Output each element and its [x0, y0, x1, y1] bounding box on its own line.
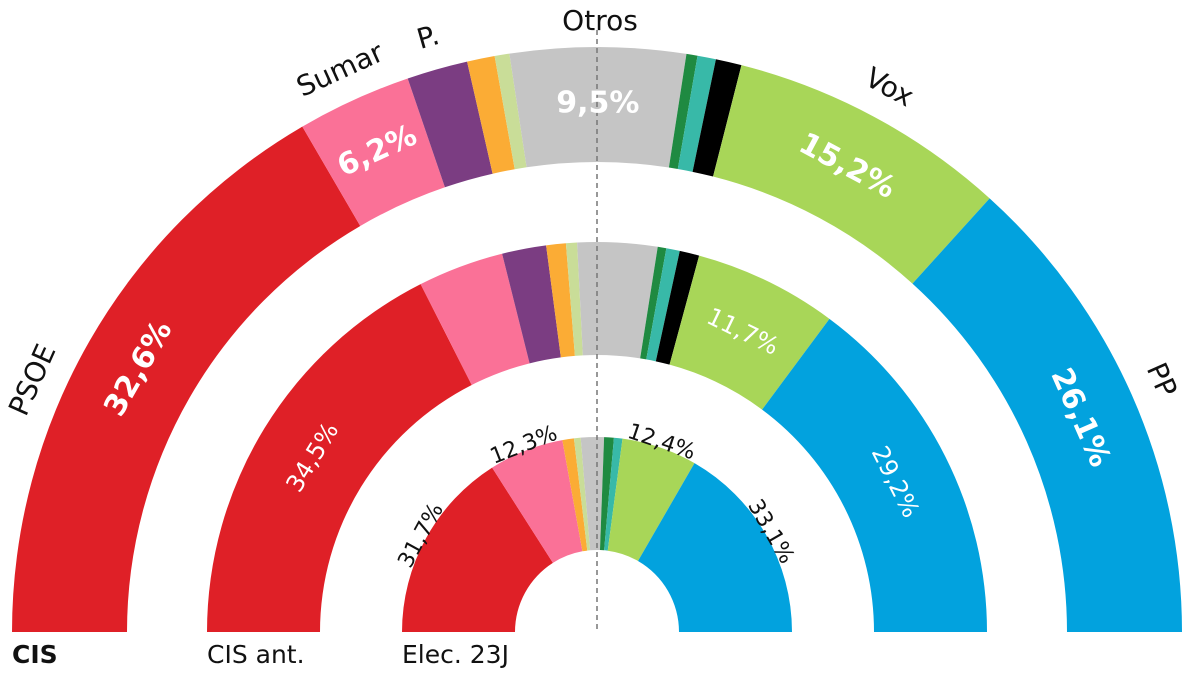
segment-cis-sumar [302, 78, 445, 226]
segment-elec-23j-bildu [604, 437, 623, 551]
ring-label-cis-ant: CIS ant. [207, 640, 305, 669]
segment-cis-ant-salf [655, 250, 700, 365]
value-label-cis-otros: 9,5% [556, 85, 639, 120]
segment-cis-otros [509, 46, 687, 168]
segment-cis-ant-junts [640, 246, 667, 360]
segment-cis-ant-erc [546, 243, 575, 358]
party-label-psoe: PSOE [2, 339, 62, 420]
segment-cis-p [407, 61, 493, 188]
party-label-pp: PP [1140, 358, 1184, 402]
ring-label-elec-23j: Elec. 23J [402, 640, 509, 669]
ring-label-cis: CIS [12, 640, 58, 669]
segment-cis-ant-sumar [420, 253, 530, 385]
segment-elec-23j-otros [580, 437, 605, 551]
segment-cis-vox [713, 65, 990, 284]
segment-elec-23j-pnv [573, 437, 591, 551]
segment-cis-ant-pnv [565, 242, 583, 356]
segment-elec-23j-pp [638, 463, 792, 632]
party-label-vox: Vox [860, 61, 920, 114]
segment-cis-erc [467, 56, 515, 174]
segment-cis-pp [912, 198, 1182, 632]
segment-cis-ant-pp [762, 318, 987, 632]
segment-cis-ant-bildu [646, 248, 680, 362]
segment-cis-salf [692, 59, 742, 177]
segment-cis-ant-psoe [207, 284, 472, 632]
segment-cis-ant-p [502, 245, 561, 364]
segment-cis-ant-vox [669, 255, 830, 410]
rings-group [12, 46, 1182, 632]
segment-cis-pnv [494, 53, 527, 170]
segment-cis-bildu [677, 55, 716, 172]
segment-elec-23j-sumar [492, 440, 583, 563]
segment-elec-23j-erc [562, 438, 588, 552]
segment-cis-psoe [12, 126, 361, 632]
segment-cis-junts [668, 53, 698, 169]
segment-elec-23j-vox [607, 438, 695, 561]
segment-elec-23j-psoe [402, 467, 553, 632]
party-label-p: P. [413, 18, 443, 56]
center-otros-label: Otros [562, 4, 638, 37]
segment-elec-23j-junts [599, 437, 614, 551]
